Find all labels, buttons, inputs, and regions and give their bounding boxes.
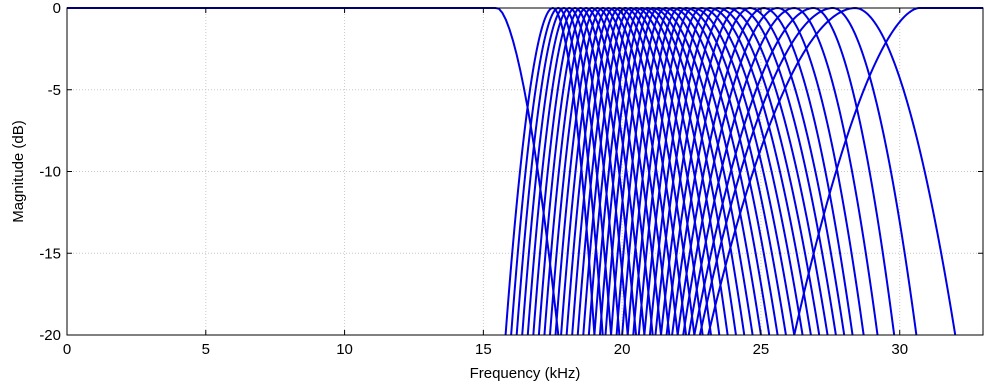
x-tick-label: 0 [63,341,71,358]
bandpass-curve [576,7,704,335]
bandpass-curve [548,7,663,335]
bandpass-curve [687,6,879,335]
y-tick-labels: 0 -5 -10 -15 -20 [39,0,61,344]
y-tick-label: -15 [39,245,61,262]
x-tick-label: 30 [891,341,908,358]
filter-curves [67,6,983,335]
y-tick-label: -20 [39,327,61,344]
bandpass-curve [504,7,596,335]
bandpass-curve [582,6,712,335]
axis-ticks [66,7,983,336]
bandpass-curve [665,6,837,335]
bandpass-curve [565,7,688,335]
x-tick-label: 15 [475,341,492,358]
bandpass-curve [682,6,865,335]
bandpass-curve [693,7,896,335]
bandpass-curve [648,7,812,335]
x-tick-label: 10 [336,341,353,358]
bandpass-curve [615,7,762,335]
bandpass-curve [698,6,918,335]
bandpass-curve [637,6,796,335]
bandpass-curve [671,7,846,335]
bandpass-curve [610,6,754,335]
bandpass-curve [660,7,829,335]
bandpass-curve [632,6,787,335]
x-tick-label: 5 [202,341,210,358]
bandpass-curve [707,6,957,335]
x-tick-label: 20 [614,341,631,358]
bandpass-curve [654,7,821,335]
x-tick-labels: 0 5 10 15 20 25 30 [63,341,908,358]
x-axis-label: Frequency (kHz) [470,365,581,382]
y-tick-label: -10 [39,164,61,181]
x-tick-label: 25 [753,341,770,358]
y-tick-label: -5 [48,82,61,99]
bandpass-curve [604,6,746,335]
y-axis-label: Magnitude (dB) [10,120,27,223]
y-tick-label: 0 [53,0,61,17]
